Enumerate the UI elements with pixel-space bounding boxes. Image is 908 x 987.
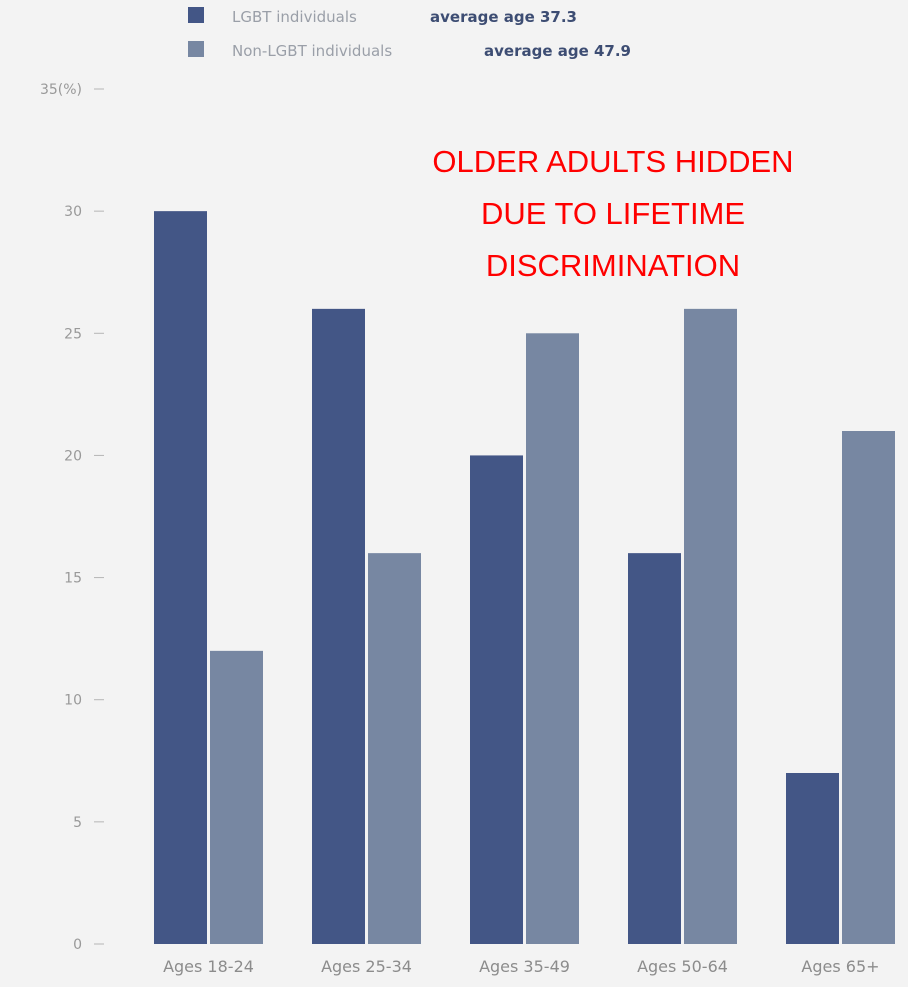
legend-swatch-lgbt	[188, 7, 204, 23]
bar-non-lgbt-3	[684, 308, 737, 944]
y-tick-label: 0	[73, 937, 82, 953]
x-axis-labels: Ages 18-24 Ages 25-34 Ages 35-49 Ages 50-64…	[163, 957, 880, 976]
bar-lgbt-1	[312, 308, 365, 944]
y-tick-label: 30	[64, 204, 82, 220]
y-tick-label: 15	[64, 571, 82, 587]
legend-label-lgbt: LGBT individuals	[232, 8, 357, 26]
annotation-line-3: DISCRIMINATION	[486, 248, 740, 283]
y-tick-label: 5	[73, 815, 82, 831]
x-category-label: Ages 65+	[801, 957, 879, 976]
annotation-line-1: OLDER ADULTS HIDDEN	[432, 144, 793, 179]
legend-swatch-non-lgbt	[188, 41, 204, 57]
bar-non-lgbt-1	[368, 553, 421, 944]
legend-label-non-lgbt: Non-LGBT individuals	[232, 42, 392, 60]
bar-non-lgbt-0	[210, 650, 263, 944]
y-axis: 0 5 10 15 20 25 30 35(%)	[40, 82, 104, 953]
bar-lgbt-4	[786, 773, 839, 944]
bars	[154, 211, 895, 945]
bar-lgbt-2	[470, 455, 523, 944]
x-category-label: Ages 50-64	[637, 957, 728, 976]
y-tick-label: 10	[64, 693, 82, 709]
bar-lgbt-3	[628, 553, 681, 944]
x-category-label: Ages 35-49	[479, 957, 570, 976]
annotation-line-2: DUE TO LIFETIME	[481, 196, 745, 231]
bar-non-lgbt-2	[526, 333, 579, 944]
bar-non-lgbt-4	[842, 431, 895, 944]
x-category-label: Ages 25-34	[321, 957, 412, 976]
legend-item-non-lgbt: Non-LGBT individuals average age 47.9	[188, 41, 631, 60]
legend: LGBT individuals average age 37.3 Non-LG…	[188, 7, 631, 60]
y-tick-label: 35(%)	[40, 82, 82, 98]
legend-note-non-lgbt: average age 47.9	[484, 42, 631, 60]
y-tick-label: 20	[64, 448, 82, 464]
legend-note-lgbt: average age 37.3	[430, 8, 577, 26]
bar-lgbt-0	[154, 211, 207, 945]
legend-item-lgbt: LGBT individuals average age 37.3	[188, 7, 577, 26]
x-category-label: Ages 18-24	[163, 957, 254, 976]
y-tick-label: 25	[64, 326, 82, 342]
